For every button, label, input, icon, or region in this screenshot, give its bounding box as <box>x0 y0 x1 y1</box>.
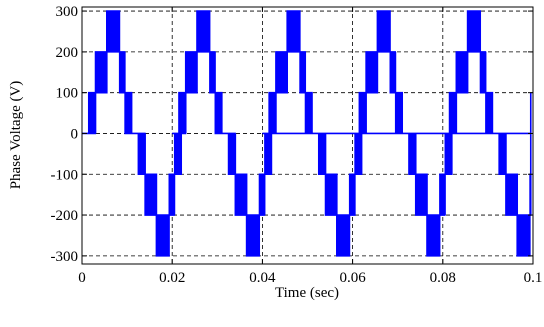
y-tick-label: 0 <box>71 126 79 142</box>
y-tick-label: -100 <box>51 167 79 183</box>
axis-ticks: 0 0.02 0.04 0.06 0.08 0.1 300 200 100 0 -100 -200 -3… <box>51 4 543 286</box>
phase-voltage-line <box>82 10 532 257</box>
y-tick-label: -300 <box>51 249 79 265</box>
plot-frame <box>81 6 534 265</box>
x-tick-label: 0 <box>78 270 86 286</box>
x-tick-label: 0.06 <box>339 270 366 286</box>
y-tick-label: 100 <box>56 86 79 102</box>
plot-background <box>82 7 533 264</box>
phase-voltage-series <box>82 10 532 257</box>
x-tick-label: 0.08 <box>430 270 456 286</box>
x-tick-label: 0.1 <box>524 270 543 286</box>
y-axis-label: Phase Voltage (V) <box>8 81 24 190</box>
x-axis-label: Time (sec) <box>275 285 339 301</box>
x-tick-label: 0.02 <box>159 270 185 286</box>
y-tick-label: -200 <box>51 208 79 224</box>
y-tick-label: 200 <box>56 45 79 61</box>
y-tick-label: 300 <box>56 4 79 20</box>
x-tick-label: 0.04 <box>249 270 276 286</box>
